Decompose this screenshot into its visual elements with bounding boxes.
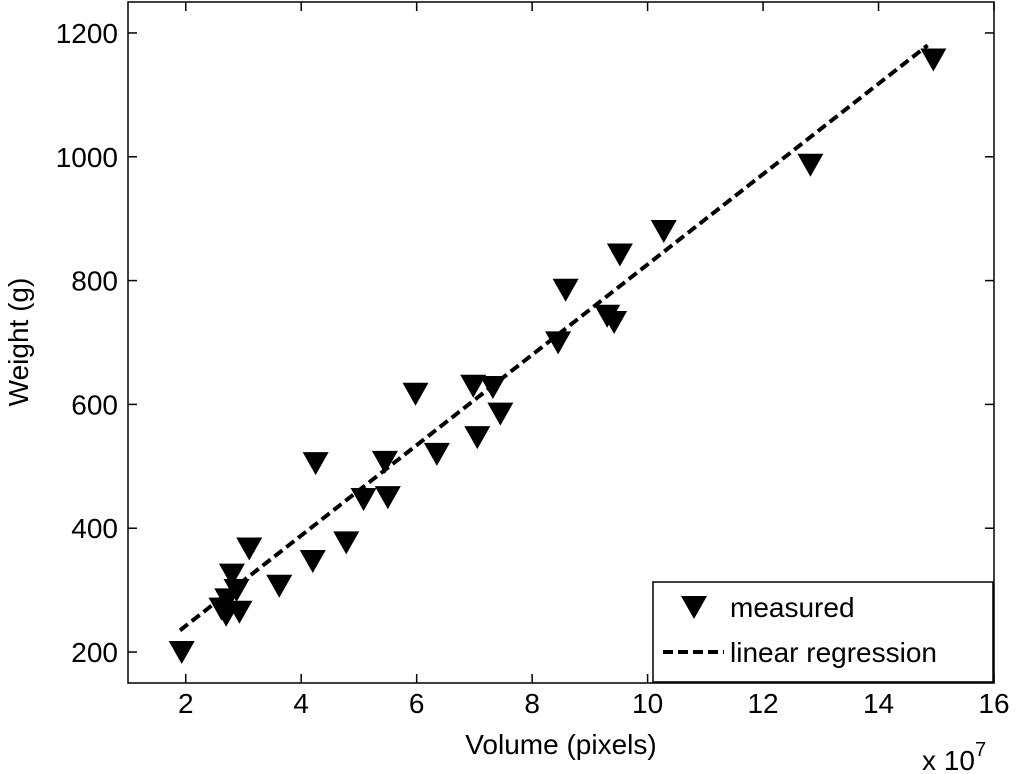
data-point <box>460 374 487 398</box>
legend: measured linear regression <box>652 581 994 683</box>
x-tick-label: 8 <box>524 688 540 719</box>
data-point <box>226 600 253 624</box>
x-tick-label: 6 <box>409 688 425 719</box>
data-point <box>552 278 579 302</box>
legend-marker-measured <box>681 596 707 619</box>
ticks-layer: 2 4 6 8 10 12 14 16 200 400 600 800 1000 1200 <box>56 2 1010 719</box>
data-point <box>650 219 677 243</box>
y-tick-label: 200 <box>71 637 118 668</box>
x-tick-label: 4 <box>293 688 309 719</box>
y-tick-label: 1200 <box>56 18 118 49</box>
y-tick-label: 400 <box>71 513 118 544</box>
y-axis-label: Weight (g) <box>3 278 34 407</box>
data-point <box>402 382 429 406</box>
x-tick-label: 2 <box>178 688 194 719</box>
data-point <box>223 579 250 603</box>
x-axis-label: Volume (pixels) <box>465 729 656 760</box>
x-tick-label: 12 <box>747 688 778 719</box>
x-tick-label: 16 <box>978 688 1009 719</box>
data-point <box>920 48 947 72</box>
data-point <box>236 537 263 561</box>
data-point <box>333 531 360 555</box>
x-tick-label: 14 <box>863 688 894 719</box>
legend-label-measured: measured <box>730 592 855 623</box>
y-tick-label: 600 <box>71 389 118 420</box>
data-point <box>797 153 824 177</box>
x-exponent-base: x 10 <box>922 745 975 774</box>
data-point <box>606 243 633 267</box>
data-point <box>601 310 628 334</box>
data-point <box>545 331 572 355</box>
data-point <box>302 452 329 476</box>
y-tick-label: 800 <box>71 266 118 297</box>
x-tick-label: 10 <box>632 688 663 719</box>
data-point <box>299 549 326 573</box>
points-layer <box>168 48 947 664</box>
data-point <box>374 486 401 510</box>
data-point <box>350 488 377 512</box>
x-exponent-power: 7 <box>975 739 986 761</box>
x-axis-exponent: x 107 <box>922 739 986 774</box>
legend-label-regression: linear regression <box>730 637 937 668</box>
data-point <box>423 442 450 466</box>
data-point <box>218 563 245 587</box>
legend-box <box>652 581 994 683</box>
data-point <box>371 450 398 474</box>
data-point <box>487 402 514 426</box>
data-point <box>479 375 506 399</box>
data-point <box>168 640 195 664</box>
y-tick-label: 1000 <box>56 142 118 173</box>
data-point <box>464 426 491 450</box>
data-point <box>266 574 293 598</box>
